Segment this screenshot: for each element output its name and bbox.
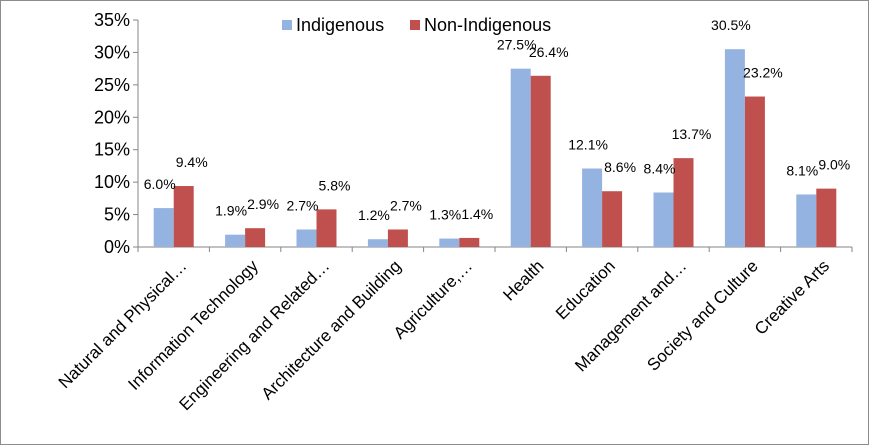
bar-indigenous — [582, 168, 603, 247]
data-labels-group: 6.0%1.9% 2.7%1.2% 1.3%27.5%12.1%8.4%30.5%8… — [144, 17, 851, 223]
y-tick-label: 5% — [104, 205, 130, 225]
bar-non-indigenous — [459, 237, 480, 247]
data-label: 6.0% — [144, 176, 176, 192]
y-tick-label: 0% — [104, 237, 130, 257]
bar-non-indigenous — [744, 96, 765, 247]
data-label: 13.7% — [672, 126, 712, 142]
y-tick-label: 30% — [94, 42, 130, 62]
bar-non-indigenous — [530, 75, 551, 247]
bar-indigenous — [296, 229, 317, 247]
bar-indigenous — [153, 208, 174, 247]
data-label: 1.3% — [429, 207, 461, 223]
data-label: 27.5% — [497, 37, 537, 53]
data-label: 9.4% — [176, 154, 208, 170]
bar-indigenous — [367, 239, 388, 247]
bar-non-indigenous — [602, 191, 623, 247]
bar-non-indigenous — [673, 158, 694, 247]
data-label: 26.4% — [529, 44, 569, 60]
data-label: 8.1% — [786, 162, 818, 178]
x-tick-label: Natural and Physical… — [55, 256, 191, 392]
bar-indigenous — [225, 234, 246, 247]
x-tick-label: Information Technology — [124, 256, 262, 394]
bars-group — [153, 49, 837, 248]
y-tick-label: 10% — [94, 172, 130, 192]
data-label: 8.4% — [644, 161, 676, 177]
data-label: 9.0% — [818, 157, 850, 173]
data-label: 1.9% — [215, 203, 247, 219]
bar-indigenous — [796, 194, 817, 247]
data-label: 2.7% — [390, 197, 422, 213]
bar-indigenous — [510, 68, 531, 248]
bar-indigenous — [724, 49, 745, 247]
x-tick-label: Architecture and Building — [258, 256, 405, 403]
data-label: 30.5% — [711, 17, 751, 33]
x-tick-label: Creative Arts — [751, 256, 833, 338]
x-axis: Natural and Physical…Information Technol… — [55, 246, 853, 414]
data-label: 12.1% — [568, 137, 608, 153]
legend-label: Indigenous — [296, 15, 384, 35]
bar-non-indigenous — [245, 228, 266, 247]
bar-indigenous — [653, 192, 674, 247]
x-tick-label: Engineering and Related… — [176, 256, 334, 414]
data-label: 8.6% — [604, 159, 636, 175]
data-label: 2.9% — [247, 196, 279, 212]
bar-non-indigenous — [316, 209, 337, 247]
data-label: 5.8% — [319, 177, 351, 193]
legend-label: Non-Indigenous — [424, 15, 551, 35]
data-label: 1.4% — [461, 206, 493, 222]
data-label: 23.2% — [743, 65, 783, 81]
legend: Indigenous Non-Indigenous — [282, 15, 551, 35]
y-tick-label: 35% — [94, 10, 130, 30]
y-tick-label: 15% — [94, 140, 130, 160]
bar-indigenous — [439, 238, 460, 247]
bar-non-indigenous — [387, 229, 408, 247]
y-tick-label: 20% — [94, 107, 130, 127]
x-tick-label: Education — [552, 256, 619, 323]
y-axis: 0% 5% 10% 15% 20% 25% 30% 35% — [94, 10, 139, 257]
data-label: 1.2% — [358, 207, 390, 223]
legend-swatch — [410, 20, 420, 30]
legend-swatch — [282, 20, 292, 30]
data-label: 2.7% — [287, 197, 319, 213]
bar-non-indigenous — [173, 186, 194, 247]
x-tick-label: Health — [499, 256, 547, 304]
y-tick-label: 25% — [94, 75, 130, 95]
bar-non-indigenous — [816, 188, 837, 247]
